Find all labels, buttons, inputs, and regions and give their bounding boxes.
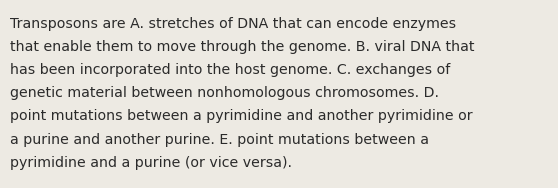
Text: Transposons are A. stretches of DNA that can encode enzymes: Transposons are A. stretches of DNA that… (10, 17, 456, 31)
Text: genetic material between nonhomologous chromosomes. D.: genetic material between nonhomologous c… (10, 86, 439, 100)
Text: a purine and another purine. E. point mutations between a: a purine and another purine. E. point mu… (10, 133, 429, 146)
Text: has been incorporated into the host genome. C. exchanges of: has been incorporated into the host geno… (10, 63, 450, 77)
Text: point mutations between a pyrimidine and another pyrimidine or: point mutations between a pyrimidine and… (10, 109, 473, 123)
Text: that enable them to move through the genome. B. viral DNA that: that enable them to move through the gen… (10, 40, 474, 54)
Text: pyrimidine and a purine (or vice versa).: pyrimidine and a purine (or vice versa). (10, 156, 292, 170)
